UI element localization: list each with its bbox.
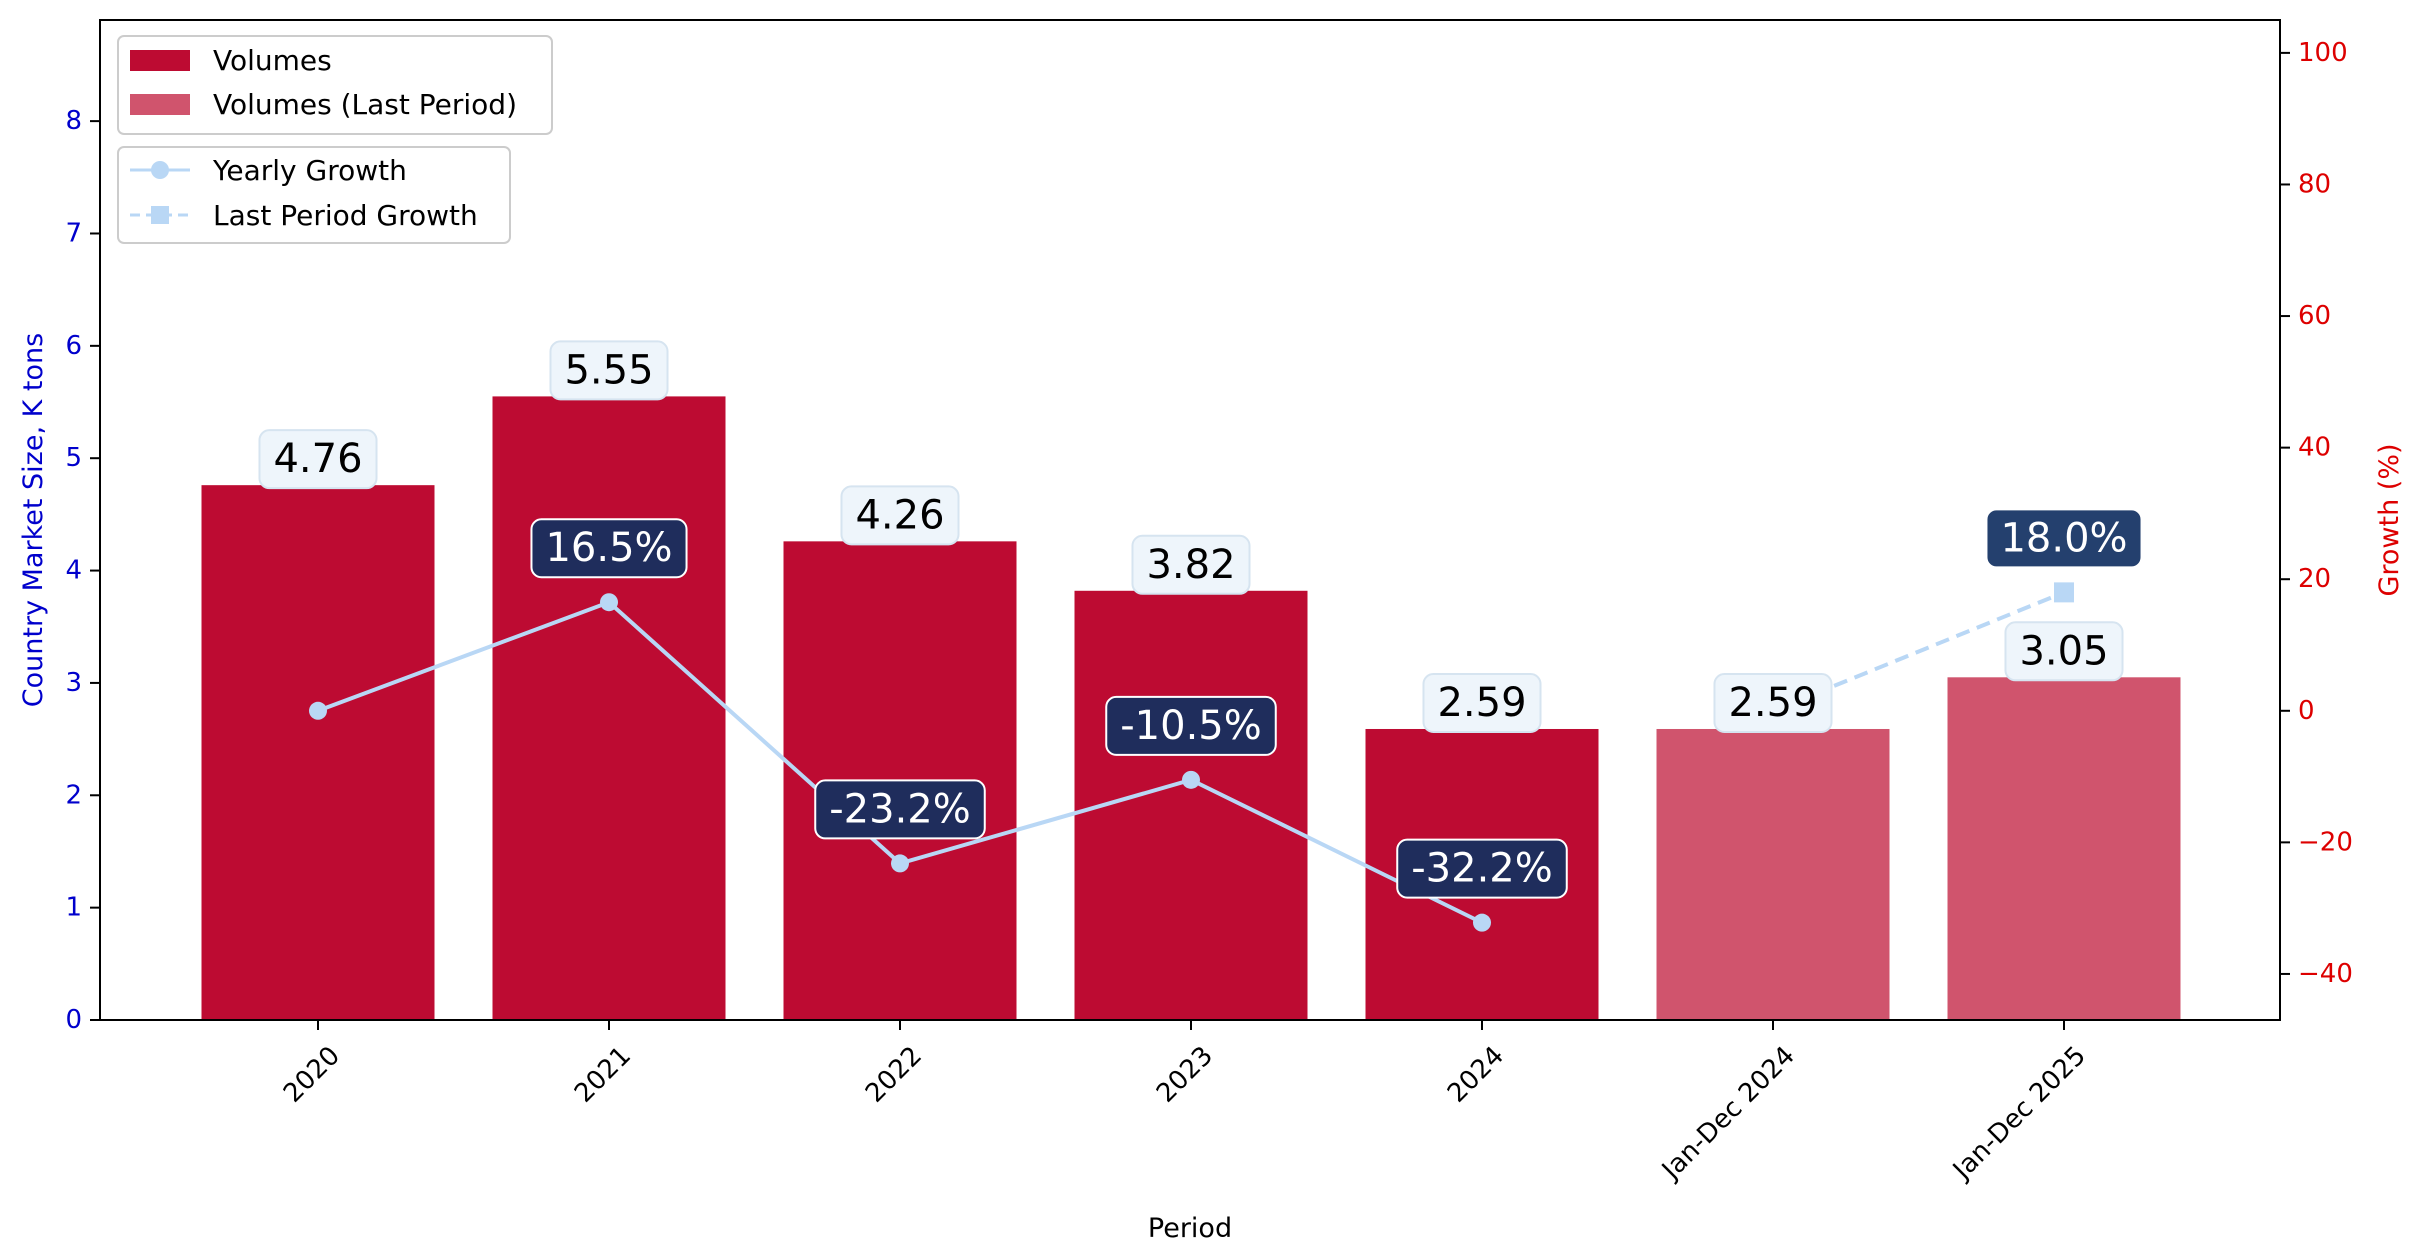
label-volume-3: 3.82 [1131,534,1251,595]
legend-bars-box [117,35,553,135]
label-growth-3-6: 18.0% [1985,508,2143,569]
legend-lines: Yearly Growth Last Period Growth [117,146,511,244]
x-tick-label-2: 2022 [860,1041,928,1109]
data-labels-layer: 4.76 5.55 4.26 3.82 2.59 2.59 3.05 16.5% -23.2% -… [258,340,2143,899]
y-tick-label-2: 2 [65,780,82,810]
legend-label-volumes: Volumes [213,44,332,77]
y-tick-label-5: 5 [65,443,82,473]
y2-tick-label-2: 0 [2298,696,2315,726]
label-volume-4: 2.59 [1422,672,1542,733]
x-tick-label-1: 2021 [569,1041,637,1109]
marker-yearly-growth-1 [600,593,618,612]
y2-tick-label-1: −20 [2298,827,2353,857]
label-volume-2-box [840,485,960,546]
marker-last-period-growth-6 [2054,582,2074,603]
label-growth-2-4-text: -32.2% [1411,846,1553,892]
label-volume-3-box [1131,534,1251,595]
x-tick-label-0: 2020 [278,1041,346,1109]
marker-yearly-growth-3 [1182,770,1200,789]
y-tick-label-7: 7 [65,218,82,248]
x-tick-label-6: Jan-Dec 2025 [1946,1041,2092,1187]
label-growth-3-6-box [1985,508,2143,569]
y2-tick-label-6: 80 [2298,169,2331,199]
label-volume-3-text: 3.82 [1146,542,1235,588]
x-tick-label-4: 2024 [1442,1041,1510,1109]
legend-lines-box [117,146,511,244]
label-growth-2-1-box [530,518,688,579]
label-growth-2-2-text: -23.2% [829,786,971,832]
x-axis-label: Period [1148,1213,1232,1244]
legend-label-yearly-growth: Yearly Growth [212,154,407,187]
marker-yearly-growth-0 [309,701,327,720]
legend-swatch-volumes [130,50,190,71]
y2-tick-label-7: 100 [2298,38,2348,68]
label-volume-6-box [2004,621,2124,682]
bar-volume-0 [201,485,435,1020]
label-volume-1-text: 5.55 [564,347,653,393]
label-volume-0: 4.76 [258,429,378,490]
legend-marker-last-period-growth [151,206,169,224]
label-volume-0-box [258,429,378,490]
label-volume-1: 5.55 [549,340,669,401]
label-growth-2-2: -23.2% [814,779,986,840]
bar-volume-last-5 [1656,728,1890,1020]
label-volume-6-text: 3.05 [2019,628,2108,674]
label-volume-2-text: 4.26 [855,492,944,538]
y-tick-label-6: 6 [65,331,82,361]
legend-label-last-period-growth: Last Period Growth [213,199,478,232]
label-growth-2-3-box [1105,695,1277,756]
y-axis-label: Country Market Size, K tons [18,333,49,707]
y2-tick-label-3: 20 [2298,564,2331,594]
label-volume-5-box [1713,672,1833,733]
label-volume-5: 2.59 [1713,672,1833,733]
label-growth-2-4: -32.2% [1396,838,1568,899]
bar-volume-3 [1074,590,1308,1020]
y-tick-label-0: 0 [65,1005,82,1035]
bar-volume-last-6 [1947,677,2181,1020]
label-growth-2-3: -10.5% [1105,695,1277,756]
x-tick-label-3: 2023 [1151,1041,1219,1109]
y2-tick-label-5: 60 [2298,301,2331,331]
y2-axis-label: Growth (%) [2374,443,2405,596]
y-tick-label-4: 4 [65,556,82,586]
y-tick-label-1: 1 [65,893,82,923]
legend-label-volumes-last: Volumes (Last Period) [213,88,517,121]
label-growth-2-2-box [814,779,986,840]
y2-tick-label-4: 40 [2298,433,2331,463]
y2-tick-label-0: −40 [2298,959,2353,989]
x-tick-label-5: Jan-Dec 2024 [1655,1041,1801,1187]
label-growth-2-1-text: 16.5% [545,525,672,571]
label-growth-3-6-text: 18.0% [2000,515,2127,561]
label-growth-2-1: 16.5% [530,518,688,579]
y-tick-label-3: 3 [65,668,82,698]
legend-marker-yearly-growth [151,161,169,179]
marker-yearly-growth-4 [1473,913,1491,932]
label-volume-5-text: 2.59 [1728,680,1817,726]
legend-swatch-volumes-last [130,94,190,115]
label-volume-4-text: 2.59 [1437,680,1526,726]
label-volume-1-box [549,340,669,401]
y-tick-label-8: 8 [65,106,82,136]
label-volume-0-text: 4.76 [273,436,362,482]
legend-bars: Volumes Volumes (Last Period) [117,35,553,135]
bar-volume-1 [492,396,726,1020]
label-volume-4-box [1422,672,1542,733]
label-volume-6: 3.05 [2004,621,2124,682]
label-volume-2: 4.26 [840,485,960,546]
label-growth-2-4-box [1396,838,1568,899]
marker-yearly-growth-2 [891,854,909,873]
label-growth-2-3-text: -10.5% [1120,703,1262,749]
